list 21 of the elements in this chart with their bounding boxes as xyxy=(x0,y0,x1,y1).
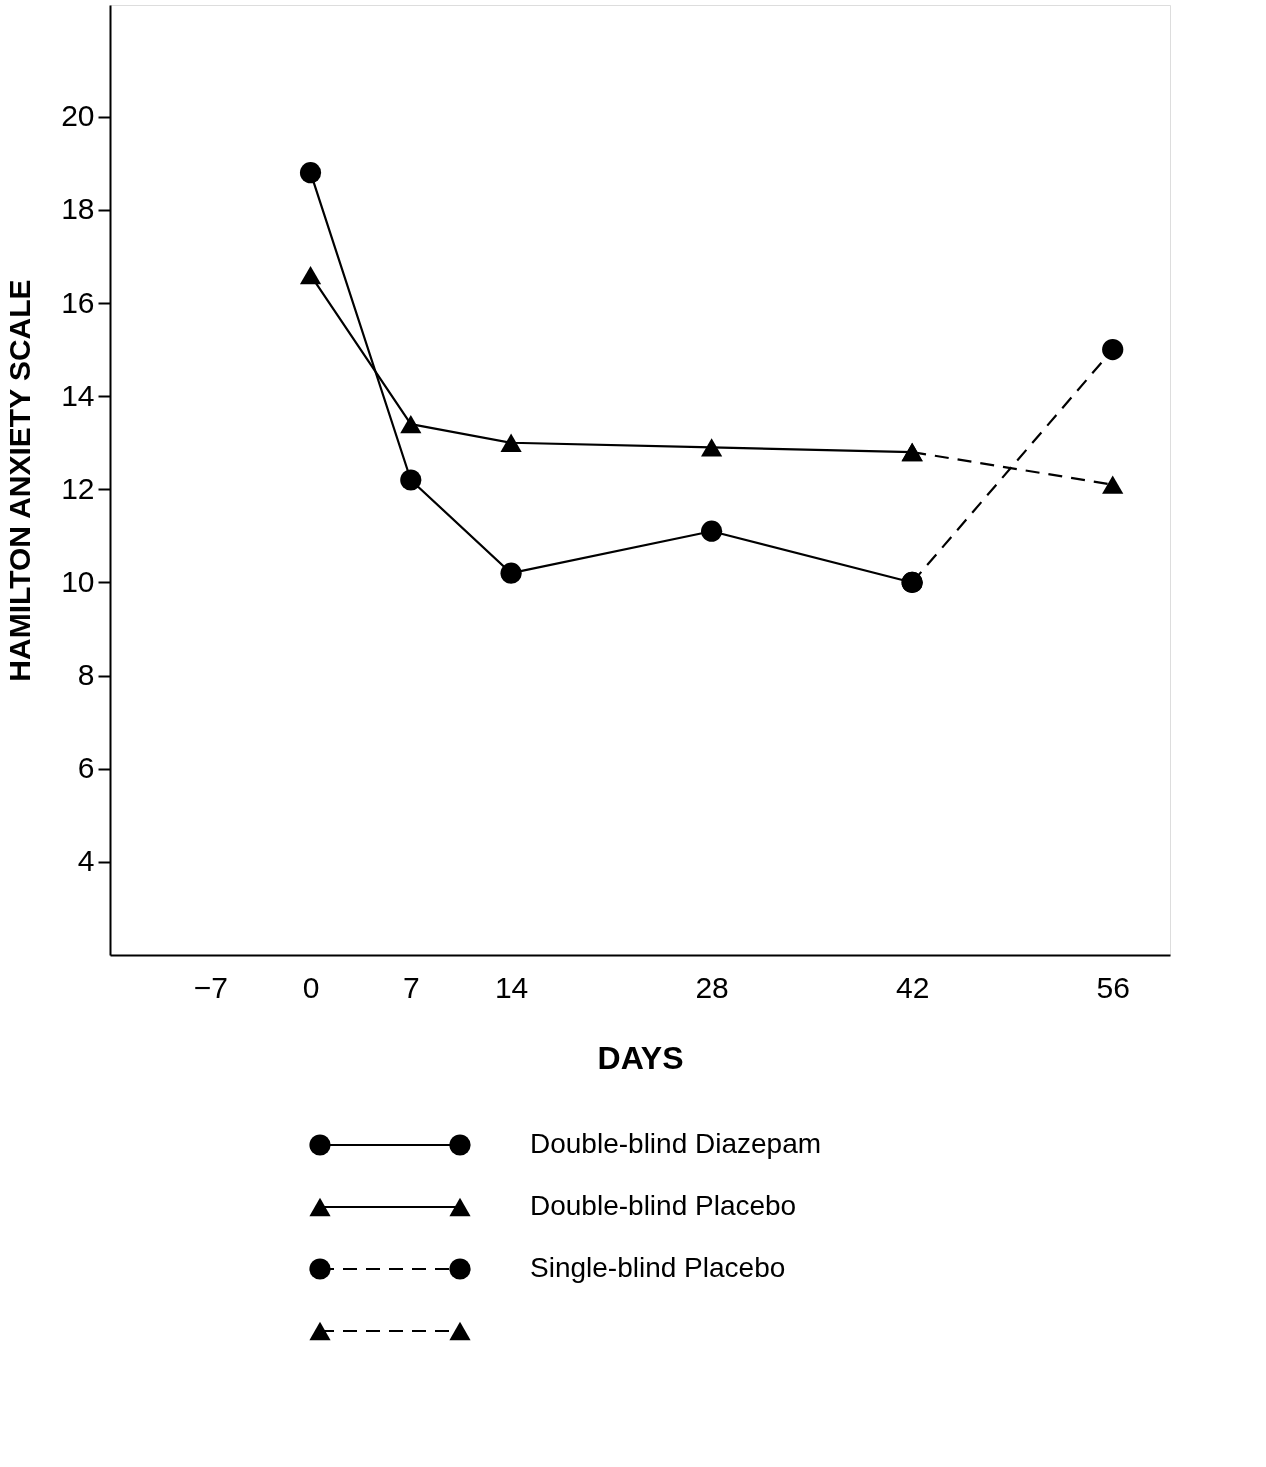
y-axis-title: HAMILTON ANXIETY SCALE xyxy=(3,279,37,682)
x-tick-label: 42 xyxy=(895,970,930,1004)
legend-label: Double-blind Diazepam xyxy=(530,1128,822,1159)
x-axis-title: DAYS xyxy=(597,1039,684,1076)
y-tick-label: 16 xyxy=(61,285,95,319)
y-tick-label: 6 xyxy=(77,751,95,785)
y-tick-label: 4 xyxy=(77,844,95,878)
y-tick-label: 8 xyxy=(77,658,95,692)
legend-label: Single-blind Placebo xyxy=(530,1252,786,1283)
y-tick-label: 14 xyxy=(61,378,95,412)
x-tick-label: 14 xyxy=(494,970,529,1004)
x-tick-label: 28 xyxy=(695,970,729,1004)
y-tick-label: 18 xyxy=(61,192,95,226)
x-tick-label: 7 xyxy=(402,970,420,1004)
x-tick-label: 56 xyxy=(1096,970,1130,1004)
y-tick-label: 10 xyxy=(61,564,95,598)
x-tick-label: −7 xyxy=(193,970,228,1004)
y-tick-label: 12 xyxy=(61,471,95,505)
y-tick-label: 20 xyxy=(61,99,95,133)
x-tick-label: 0 xyxy=(302,970,320,1004)
legend-label: Double-blind Placebo xyxy=(530,1190,797,1221)
